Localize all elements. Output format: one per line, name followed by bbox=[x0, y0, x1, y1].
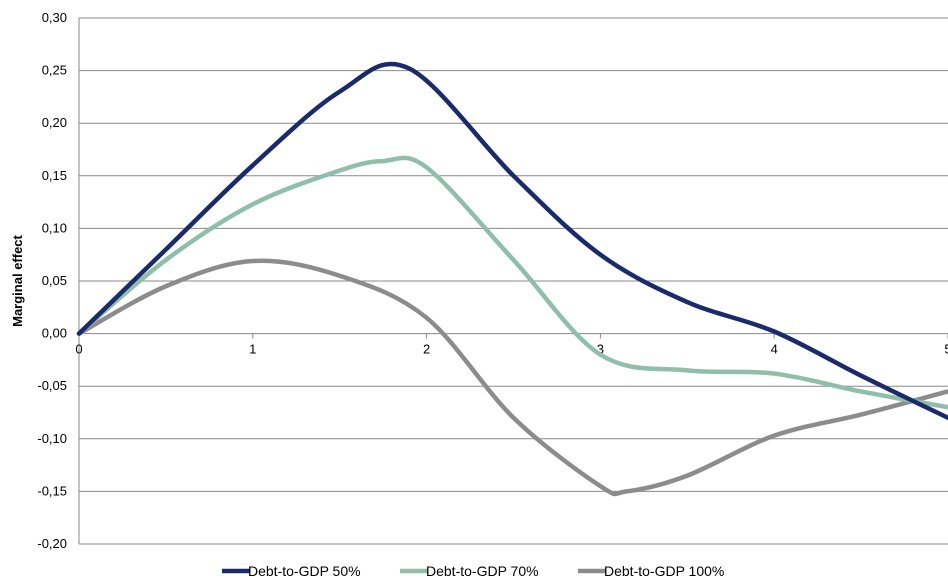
y-tick-label: -0,05 bbox=[37, 378, 67, 393]
x-tick-label: 3 bbox=[597, 342, 604, 357]
y-tick-label: -0,15 bbox=[37, 483, 67, 498]
y-tick-label: 0,15 bbox=[42, 168, 67, 183]
x-tick-label: 5 bbox=[944, 342, 948, 357]
y-tick-label: 0,30 bbox=[42, 10, 67, 25]
series-line-1 bbox=[76, 61, 948, 421]
y-tick-label: -0,20 bbox=[37, 536, 67, 551]
x-tick-label: 0 bbox=[75, 342, 82, 357]
legend-label-2: Debt-to-GDP 70% bbox=[426, 563, 539, 579]
series-line-3 bbox=[76, 258, 948, 497]
y-tick-label: 0,25 bbox=[42, 63, 67, 78]
y-tick-label: -0,10 bbox=[37, 431, 67, 446]
x-tick-label: 2 bbox=[423, 342, 430, 357]
y-tick-label: 0,00 bbox=[42, 326, 67, 341]
legend-label-3: Debt-to-GDP 100% bbox=[604, 563, 724, 579]
y-axis-title: Marginal effect bbox=[10, 234, 25, 326]
y-tick-label: 0,20 bbox=[42, 115, 67, 130]
y-tick-label: 0,10 bbox=[42, 220, 67, 235]
x-tick-label: 1 bbox=[249, 342, 256, 357]
series-line-2 bbox=[76, 155, 948, 410]
x-tick-label: 4 bbox=[771, 342, 778, 357]
y-tick-label: 0,05 bbox=[42, 273, 67, 288]
legend-label-1: Debt-to-GDP 50% bbox=[248, 563, 361, 579]
